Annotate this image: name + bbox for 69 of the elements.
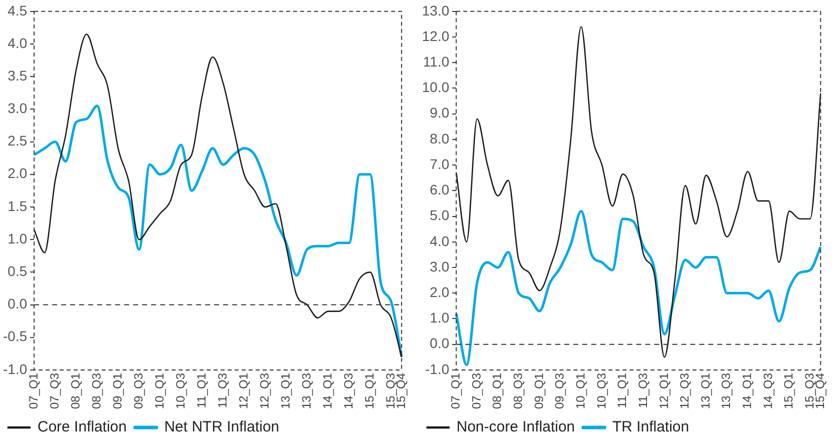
x-tick-label: 07_Q1 (26, 372, 40, 409)
y-tick-label: 0.5 (8, 263, 28, 280)
x-tick-label: 14_Q1 (740, 372, 754, 409)
x-tick-label: 13_Q3 (299, 372, 314, 409)
y-tick-label: -1.0 (3, 360, 28, 377)
y-tick-label: 13.0 (422, 2, 450, 18)
x-tick-label: 08_Q1 (68, 372, 82, 409)
y-tick-label: 8.0 (430, 130, 450, 146)
y-tick-label: 5.0 (430, 207, 450, 224)
x-tick-label: 14_Q3 (760, 372, 775, 409)
x-tick-label: 07_Q1 (448, 372, 463, 409)
x-tick-label: 13_Q1 (278, 372, 292, 409)
legend-label: Non-core Inflation (456, 418, 575, 436)
x-tick-label: 11_Q1 (194, 372, 208, 408)
y-tick-label: 4.5 (8, 2, 28, 18)
x-tick-label: 08_Q3 (89, 372, 104, 409)
y-tick-label: 0.0 (8, 296, 28, 312)
x-tick-label: 07_Q3 (469, 372, 484, 409)
y-tick-label: 4.0 (8, 34, 28, 51)
y-tick-label: 10.0 (422, 79, 450, 96)
x-tick-label: 09_Q1 (110, 372, 124, 409)
y-tick-label: -0.5 (3, 328, 28, 344)
legend-label: TR Inflation (612, 418, 690, 436)
x-tick-label: 10_Q1 (152, 372, 166, 409)
y-tick-label: 3.5 (8, 67, 28, 84)
x-tick-label: 11_Q3 (636, 372, 650, 408)
y-tick-label: 12.0 (422, 28, 450, 44)
x-tick-label: 14_Q3 (341, 372, 356, 409)
x-tick-label: 11_Q1 (615, 372, 630, 408)
y-tick-label: 2.0 (430, 284, 450, 300)
y-tick-label: 2.5 (8, 132, 28, 149)
x-tick-label: 09_Q3 (552, 372, 567, 409)
x-tick-label: 09_Q1 (532, 372, 546, 409)
y-tick-label: 7.0 (430, 156, 450, 172)
legend-label: Core Inflation (38, 418, 127, 436)
x-tick-label: 10_Q3 (594, 372, 608, 409)
y-tick-label: 6.0 (430, 182, 450, 198)
y-tick-label: 3.0 (8, 100, 28, 116)
line-series (32, 104, 403, 358)
x-tick-label: 12_Q3 (257, 372, 272, 409)
x-tick-label: 15_Q1 (362, 372, 376, 409)
x-tick-label: 13_Q3 (719, 372, 734, 409)
x-tick-label: 14_Q1 (320, 372, 334, 409)
y-tick-label: 1.5 (8, 198, 28, 214)
x-tick-label: 08_Q3 (511, 372, 526, 409)
y-tick-label: 9.0 (430, 104, 450, 121)
x-tick-label: 08_Q1 (490, 372, 504, 409)
x-tick-label: 12_Q1 (656, 372, 671, 409)
x-tick-label: 12_Q3 (678, 372, 692, 409)
line-series (33, 34, 402, 358)
x-tick-label: 07_Q3 (47, 372, 62, 409)
y-tick-label: 4.0 (430, 232, 450, 249)
y-tick-label: 11.0 (423, 53, 450, 70)
y-tick-label: 1.0 (8, 230, 28, 246)
x-tick-label: 10_Q3 (173, 372, 188, 409)
x-tick-label: 15_Q1 (782, 372, 796, 409)
line-series (456, 26, 822, 358)
x-tick-label: 11_Q3 (215, 372, 230, 408)
line-series (455, 210, 822, 366)
legend-label: Net NTR Inflation (164, 418, 280, 436)
y-tick-label: 0.0 (430, 335, 450, 352)
x-tick-label: 12_Q1 (236, 372, 250, 409)
x-tick-label: 10_Q1 (573, 372, 588, 409)
y-tick-label: -1.0 (425, 360, 450, 377)
x-tick-label: 09_Q3 (131, 372, 146, 409)
y-tick-label: 1.0 (430, 310, 450, 326)
y-tick-label: 2.0 (8, 165, 28, 182)
y-tick-label: 3.0 (430, 258, 450, 274)
x-tick-label: 13_Q1 (698, 372, 712, 409)
